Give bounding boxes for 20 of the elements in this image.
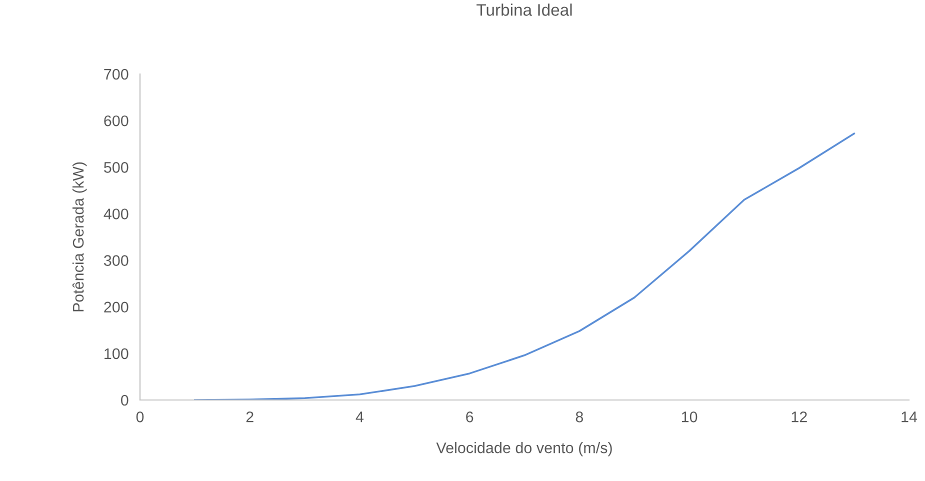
y-tick-label: 300 (104, 255, 128, 266)
y-tick-label: 200 (104, 302, 128, 313)
x-tick-label: 8 (576, 412, 584, 422)
x-tick-label: 4 (356, 412, 364, 422)
y-axis-title: Potência Gerada (kW) (72, 162, 87, 312)
x-axis-title: Velocidade do vento (m/s) (436, 442, 612, 456)
x-tick-label: 12 (792, 412, 807, 422)
x-tick-label: 14 (902, 412, 918, 422)
chart-title: Turbina Ideal (476, 4, 572, 16)
y-tick-label: 500 (104, 162, 128, 173)
x-tick-label: 0 (136, 412, 144, 422)
y-tick-label: 400 (104, 208, 128, 220)
x-tick-label: 2 (246, 412, 254, 422)
y-tick-label: 600 (104, 115, 128, 126)
x-tick-label: 10 (682, 412, 698, 422)
y-tick-label: 700 (104, 68, 128, 80)
y-tick-label: 100 (104, 348, 128, 360)
line-series (194, 132, 855, 400)
x-tick-label: 6 (466, 412, 474, 422)
y-tick-label: 0 (120, 394, 128, 406)
